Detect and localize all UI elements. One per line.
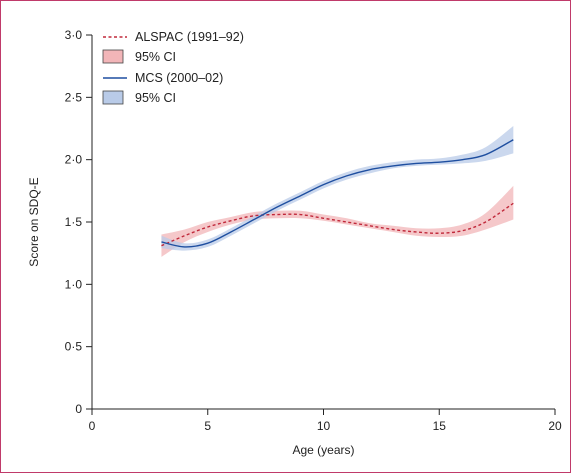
legend-label-mcs-ci: 95% CI	[135, 91, 176, 105]
ci-band-mcs	[161, 126, 514, 251]
legend-swatch-alspac-ci	[102, 49, 124, 64]
y-tick-label: 1·0	[65, 277, 83, 291]
axes: 0 0·5 1·0 1·5 2·0 2·5 3·0 0 5 10 15 20	[65, 28, 562, 433]
legend-label-alspac-ci: 95% CI	[135, 50, 176, 64]
x-tick-label: 5	[204, 419, 211, 433]
legend-label-alspac: ALSPAC (1991–92)	[135, 30, 244, 44]
legend-label-mcs: MCS (2000–02)	[135, 71, 223, 85]
x-tick-label: 0	[89, 419, 96, 433]
y-tick-label: 2·0	[65, 153, 83, 167]
x-tick-label: 10	[317, 419, 331, 433]
x-axis-label: Age (years)	[292, 443, 354, 457]
series-line-alspac	[161, 202, 514, 247]
y-tick-label: 3·0	[65, 28, 83, 42]
y-tick-label: 2·5	[65, 90, 83, 104]
plot-area	[161, 126, 514, 257]
y-axis-label: Score on SDQ-E	[27, 177, 41, 266]
y-tick-label: 1·5	[65, 215, 83, 229]
ci-band-alspac	[161, 185, 514, 257]
x-tick-label: 15	[433, 419, 447, 433]
legend-swatch-mcs-ci	[102, 90, 124, 105]
y-tick-label: 0·5	[65, 340, 83, 354]
series-line-mcs	[161, 139, 514, 248]
y-tick-label: 0	[75, 402, 82, 416]
legend: ALSPAC (1991–92) 95% CI MCS (2000–02) 95…	[102, 30, 244, 105]
x-tick-label: 20	[548, 419, 562, 433]
